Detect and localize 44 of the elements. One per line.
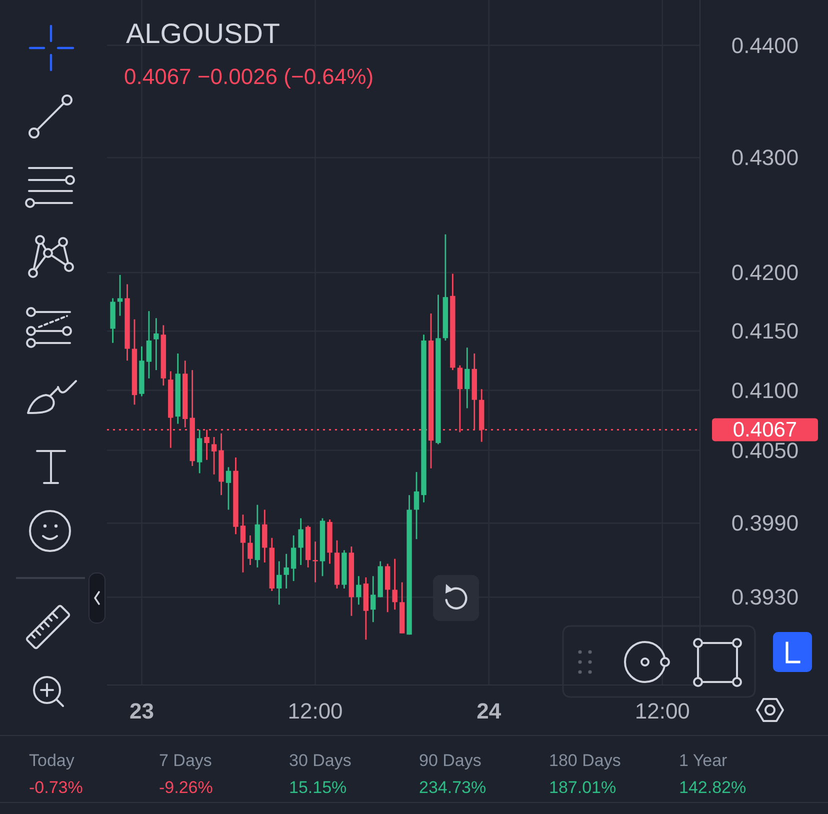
- candlestick: [312, 540, 318, 584]
- candlestick: [117, 274, 123, 317]
- y-tick-label: 0.4150: [731, 318, 799, 344]
- text: 142.82%: [679, 778, 746, 797]
- candlestick: [226, 466, 232, 510]
- candlestick: [154, 317, 159, 371]
- candlestick: [298, 518, 304, 566]
- text: ALGOUSDT: [126, 18, 280, 49]
- y-tick-label: 0.4200: [731, 260, 799, 286]
- y-tick-label: 0.4400: [731, 32, 799, 58]
- text: 15.15%: [289, 778, 347, 797]
- y-tick-label: 0.3990: [731, 510, 799, 536]
- candlestick: [464, 346, 470, 409]
- candlestick: [240, 514, 246, 574]
- candlestick: [248, 534, 253, 566]
- text: -9.26%: [159, 778, 213, 797]
- candlestick: [384, 563, 390, 613]
- y-tick-label: 0.3930: [731, 584, 799, 610]
- category-label: 90 Days: [419, 751, 482, 770]
- candlestick: [284, 553, 289, 590]
- text: 0.4067 −0.0026 (−0.64%): [124, 64, 374, 89]
- category-label: 1 Year: [679, 751, 728, 770]
- category-label: 30 Days: [289, 751, 352, 770]
- candlestick: [370, 575, 376, 623]
- candlestick: [146, 310, 152, 380]
- candlestick: [392, 558, 398, 610]
- y-tick-label: 0.4300: [731, 145, 799, 170]
- candlestick: [290, 534, 296, 582]
- category-label: 7 Days: [159, 751, 212, 770]
- x-tick-label: 23: [129, 698, 154, 724]
- candlestick: [414, 471, 420, 540]
- candlestick: [356, 575, 362, 606]
- x-tick-label: 12:00: [634, 698, 690, 724]
- candlestick: [262, 509, 268, 564]
- x-tick-label: 12:00: [288, 698, 343, 724]
- category-label: Today: [29, 751, 75, 770]
- candlestick: [211, 436, 217, 476]
- category-label: 180 Days: [549, 751, 621, 770]
- text: -0.73%: [29, 778, 83, 797]
- y-tick-label: 0.4100: [731, 378, 799, 403]
- x-tick-label: 24: [476, 698, 502, 724]
- text: 187.01%: [549, 778, 616, 797]
- candlestick: [276, 560, 282, 606]
- text: 234.73%: [419, 778, 486, 797]
